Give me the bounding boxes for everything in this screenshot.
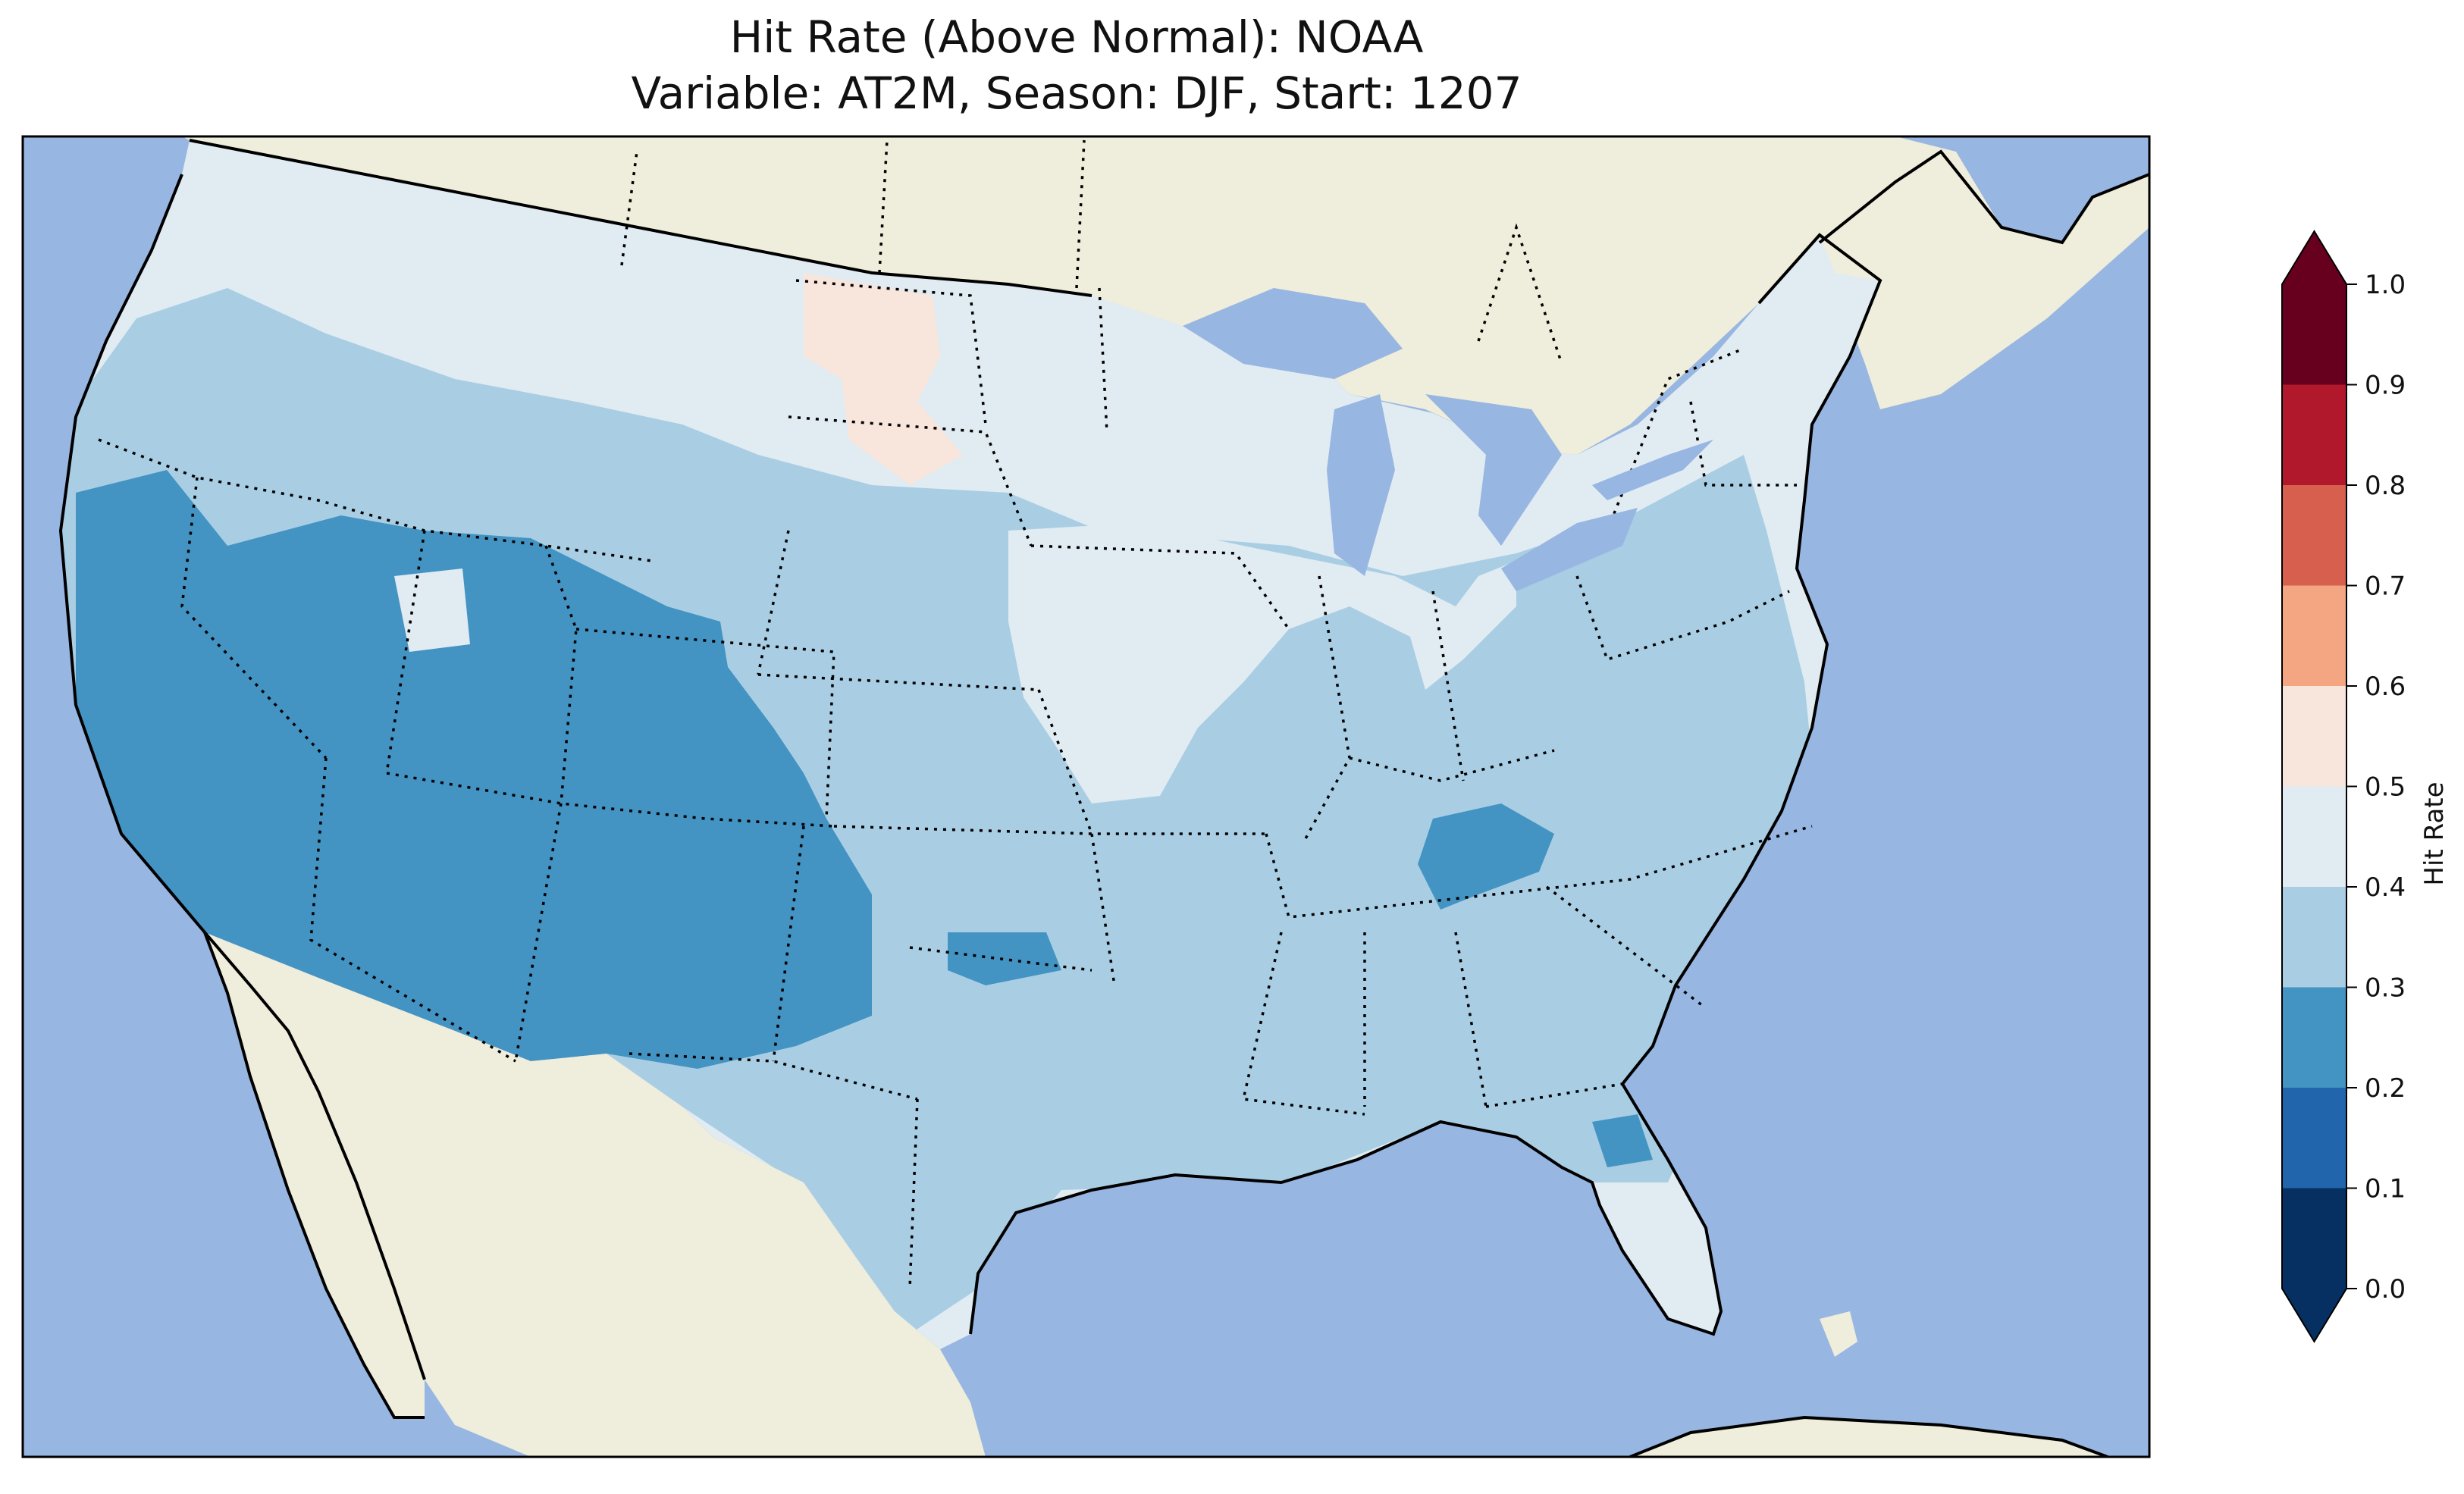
florida-spot [1592,1114,1653,1167]
utah-pocket [394,568,470,652]
chart-title: Hit Rate (Above Normal): NOAA [729,11,1424,63]
colorbar-tick-label: 0.9 [2365,371,2406,401]
colorbar-tick-label: 0.7 [2365,572,2406,602]
colorbar-tick-label: 0.3 [2365,973,2406,1004]
great-lakes [1183,288,1713,591]
mexico-landmass [205,932,986,1457]
baja-peninsula [205,932,425,1417]
colorbar-tick-label: 0.4 [2365,872,2406,903]
coastlines [58,139,2149,1457]
colorbar-bin [2282,987,2346,1088]
colorbar-tick-label: 0.8 [2365,471,2406,501]
upper-midwest-region [1008,523,1516,803]
colorbar-tick-label: 0.2 [2365,1073,2406,1104]
bahamas-islands [1820,1311,1857,1357]
colorbar-extend-min [2282,1289,2346,1342]
colorbar-bin [2282,485,2346,586]
colorbar-bin [2282,1188,2346,1289]
colorbar-tick-label: 0.1 [2365,1174,2406,1204]
colorbar-bin [2282,585,2346,686]
tennessee-spot [1418,803,1554,910]
colorbar-bin [2282,887,2346,988]
colorbar-bin [2282,786,2346,887]
state-borders [98,139,1813,1289]
colorbar-bin [2282,384,2346,485]
texas-spot [948,932,1061,985]
region-southwest [76,470,872,1069]
chart-subtitle: Variable: AT2M, Season: DJF, Start: 1207 [631,67,1522,119]
colorbar-label: Hit Rate [2419,781,2450,885]
colorbar-tick-label: 1.0 [2365,270,2406,300]
north-dakota-spot [804,273,963,485]
map-frame [21,135,2151,1458]
colorbar-extend-max [2282,231,2346,284]
canada-landmass [182,136,2149,455]
colorbar-tick-label: 0.5 [2365,772,2406,803]
colorbar-bin [2282,1088,2346,1189]
colorbar-bin [2282,686,2346,787]
cuba-island [1630,1417,2108,1457]
colorbar-tick-label: 0.0 [2365,1274,2406,1305]
colorbar-bin [2282,284,2346,385]
colorbar-tick-label: 0.6 [2365,672,2406,702]
